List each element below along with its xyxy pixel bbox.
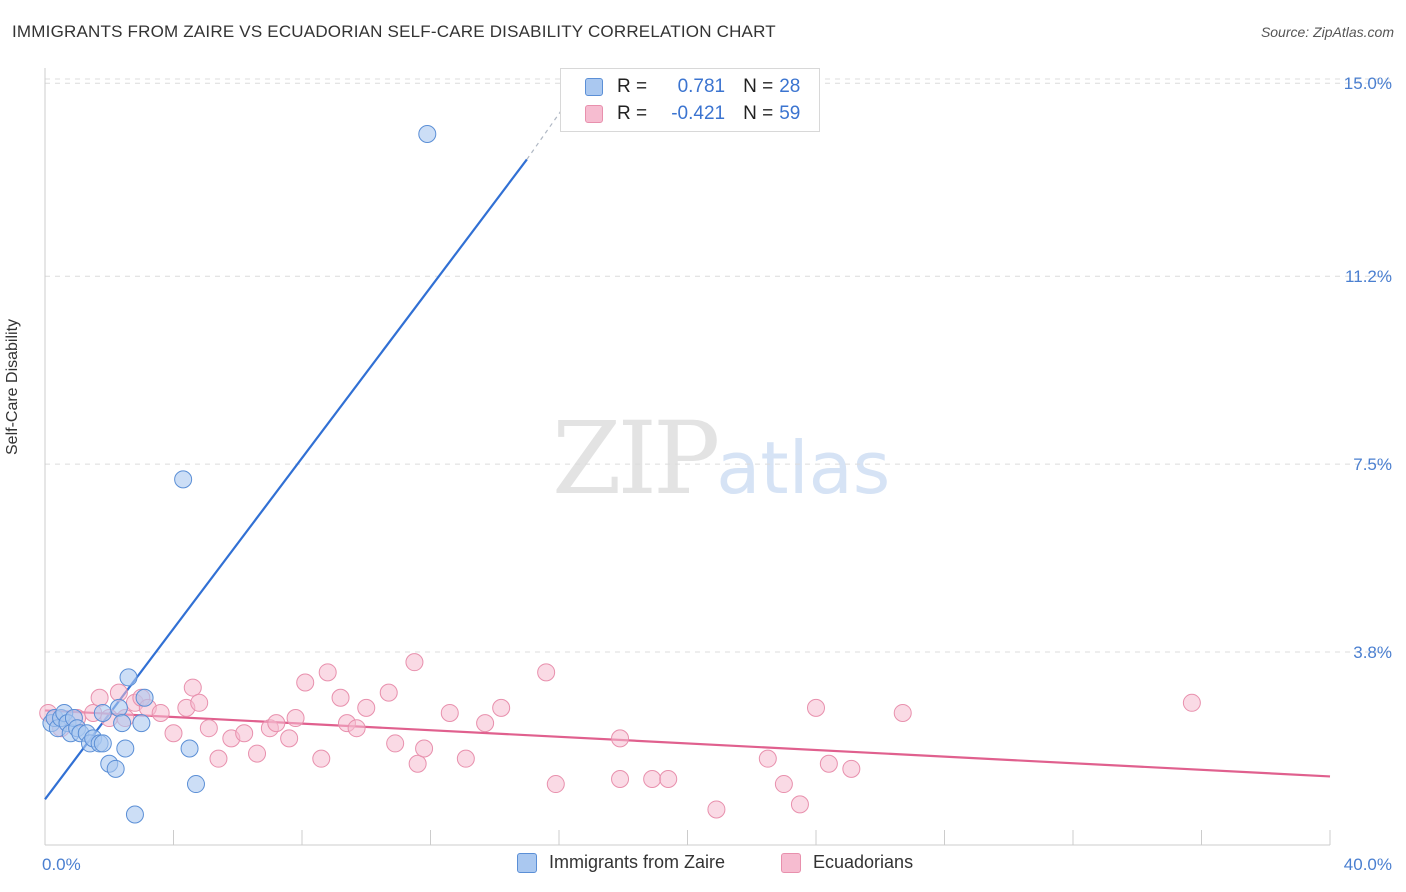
trend-line-ecuadorians (44, 709, 1331, 778)
ecuadorian-point (758, 749, 777, 768)
ecuadorian-point (267, 714, 286, 733)
ecuadorian-point (90, 688, 109, 707)
ecuadorian-point (151, 703, 170, 722)
ecuadorian-point (440, 703, 459, 722)
zaire-point (113, 714, 132, 733)
ecuadorian-point (331, 688, 350, 707)
bottom-legend-label-ecuadorians: Ecuadorians (813, 852, 914, 872)
bottom-legend-ecuadorians[interactable]: Ecuadorians (781, 852, 913, 873)
ecuadorian-point (476, 714, 495, 733)
ecuadorian-point (379, 683, 398, 702)
ecuadorian-point (492, 698, 511, 717)
ecuadorian-point (819, 754, 838, 773)
x-tick-label: 0.0% (42, 855, 81, 874)
zaire-point (186, 775, 205, 794)
ecuadorian-point (707, 800, 726, 819)
ecuadorian-point (296, 673, 315, 692)
ecuadorian-point (347, 719, 366, 738)
ecuadorian-point (408, 754, 427, 773)
y-tick-label: 3.8% (1353, 643, 1392, 662)
ecuadorian-point (386, 734, 405, 753)
bottom-legend-zaire[interactable]: Immigrants from Zaire (517, 852, 725, 873)
legend-r-label: R = (617, 76, 648, 97)
y-tick-label: 15.0% (1344, 74, 1392, 93)
legend-swatch-ecuadorians (585, 105, 603, 123)
ecuadorian-point (318, 663, 337, 682)
ecuadorian-point (546, 775, 565, 794)
legend-r-value-ecuadorians: -0.421 (671, 103, 726, 124)
ecuadorian-point (164, 724, 183, 743)
legend-n-label: N = (743, 76, 774, 97)
ecuadorian-point (415, 739, 434, 758)
points-layer (39, 125, 1201, 824)
zaire-point (135, 688, 154, 707)
legend-n-value-zaire: 28 (779, 76, 801, 97)
zaire-point (119, 668, 138, 687)
ecuadorian-point (312, 749, 331, 768)
ecuadorian-point (199, 719, 218, 738)
x-tick-label: 40.0% (1344, 855, 1392, 874)
correlation-legend: R = 0.781 N = 28 R = -0.421 N = 59 (560, 68, 820, 132)
ecuadorian-point (893, 703, 912, 722)
legend-row-zaire: R = 0.781 N = 28 (585, 75, 800, 99)
ecuadorian-point (611, 769, 630, 788)
ecuadorian-point (286, 709, 305, 728)
legend-r-label: R = (617, 103, 648, 124)
ecuadorian-point (209, 749, 228, 768)
ecuadorian-point (1182, 693, 1201, 712)
legend-row-ecuadorians: R = -0.421 N = 59 (585, 102, 800, 126)
legend-n-value-ecuadorians: 59 (779, 103, 801, 124)
ecuadorian-point (190, 693, 209, 712)
ecuadorian-point (611, 729, 630, 748)
chart-title: IMMIGRANTS FROM ZAIRE VS ECUADORIAN SELF… (12, 22, 776, 41)
bottom-legend-swatch-zaire (517, 852, 537, 873)
zaire-point (93, 734, 112, 753)
ecuadorian-point (659, 769, 678, 788)
ecuadorian-point (537, 663, 556, 682)
source-label: Source: ZipAtlas.com (1260, 24, 1394, 40)
bottom-legend-swatch-ecuadorians (781, 852, 801, 873)
zaire-point (93, 703, 112, 722)
ecuadorian-point (643, 769, 662, 788)
ecuadorian-point (109, 683, 128, 702)
ecuadorian-point (280, 729, 299, 748)
zaire-point (106, 759, 125, 778)
zaire-point (174, 470, 193, 489)
bottom-legend-label-zaire: Immigrants from Zaire (549, 852, 726, 872)
zaire-point (132, 714, 151, 733)
zaire-point (180, 739, 199, 758)
ecuadorian-point (774, 775, 793, 794)
zaire-point (116, 739, 135, 758)
ecuadorian-point (235, 724, 254, 743)
trend-extension-zaire (526, 67, 592, 160)
zaire-point (418, 125, 437, 144)
zaire-point (109, 698, 128, 717)
zaire-point (125, 805, 144, 824)
legend-swatch-zaire (585, 78, 603, 96)
legend-n-label: N = (743, 103, 774, 124)
ecuadorian-point (842, 759, 861, 778)
ecuadorian-point (183, 678, 202, 697)
ecuadorian-point (807, 698, 825, 717)
ecuadorian-point (357, 698, 376, 717)
y-tick-label: 11.2% (1345, 267, 1392, 286)
legend-r-value-zaire: 0.781 (677, 76, 726, 97)
tick-label-layer: 3.8% 7.5% 11.2% 15.0% 0.0% 40.0% (42, 74, 1392, 874)
ecuadorian-point (405, 653, 424, 672)
trend-layer (44, 67, 1331, 800)
ecuadorian-point (248, 744, 267, 763)
y-tick-label: 7.5% (1353, 455, 1392, 474)
ecuadorian-point (790, 795, 809, 814)
grid-layer (45, 78, 1392, 653)
ecuadorian-point (456, 749, 475, 768)
